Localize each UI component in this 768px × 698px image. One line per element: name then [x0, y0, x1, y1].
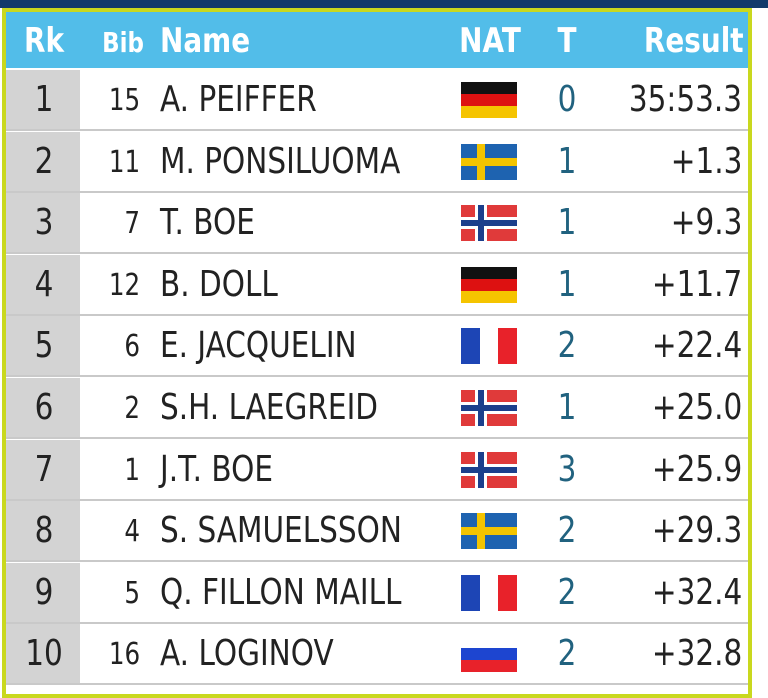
header-row: [6, 12, 750, 68]
result: +25.0: [651, 387, 742, 428]
rank-background: [6, 193, 80, 253]
bib: 16: [108, 637, 140, 673]
penalties: 2: [557, 325, 577, 367]
result-row: 2 11 M. PONSILUOMA 1 +1.3: [6, 131, 750, 193]
result-row: 5 6 E. JACQUELIN 2 +22.4: [6, 316, 750, 378]
penalties: 2: [557, 571, 577, 613]
penalties: 2: [557, 510, 577, 552]
name: S.H. LAEGREID: [160, 387, 379, 428]
rank-background: [6, 131, 80, 191]
rank-background: [6, 254, 80, 314]
rank-background: [6, 501, 80, 561]
rank-background: [6, 562, 80, 622]
flag: [461, 205, 517, 242]
name: A. PEIFFER: [160, 79, 317, 120]
rank: 6: [34, 387, 54, 428]
rank: 8: [34, 510, 54, 552]
column-header: NAT: [459, 21, 521, 61]
rank-background: [6, 624, 80, 684]
flag: [461, 266, 517, 303]
rank-background: [6, 316, 80, 376]
column-header: Name: [160, 21, 251, 61]
column-header: Bib: [102, 26, 144, 59]
rank: 4: [34, 263, 54, 305]
rank: 10: [25, 633, 63, 675]
rank: 9: [34, 571, 54, 613]
result: +32.8: [651, 633, 742, 675]
bib: 2: [124, 391, 140, 426]
bib: 5: [124, 575, 140, 611]
result-row: 3 7 T. BOE 1 +9.3: [6, 193, 750, 255]
rank: 5: [34, 325, 54, 367]
result-row: 6 2 S.H. LAEGREID 1 +25.0: [6, 378, 750, 439]
penalties: 1: [557, 140, 577, 182]
rank: 3: [34, 202, 54, 244]
result: +11.7: [651, 263, 742, 305]
bib: 12: [108, 267, 140, 303]
result-row: 10 16 A. LOGINOV 2 +32.8: [6, 624, 750, 686]
column-header: T: [557, 21, 577, 61]
column-header: Rk: [23, 21, 65, 61]
bib: 7: [124, 206, 140, 242]
result-row: 9 5 Q. FILLON MAILL 2 +32.4: [6, 562, 750, 624]
result: +29.3: [651, 510, 742, 552]
frame: [2, 8, 752, 698]
flag: [461, 82, 517, 118]
penalties: 1: [557, 387, 577, 428]
result: +32.4: [651, 571, 742, 613]
bib: 4: [124, 514, 140, 550]
result: +9.3: [670, 202, 742, 244]
rank: 7: [34, 448, 54, 490]
rank-background: [6, 378, 80, 437]
flag: [461, 143, 517, 180]
name: Q. FILLON MAILL: [160, 571, 402, 613]
bib: 15: [108, 83, 140, 118]
rank: 2: [34, 140, 54, 182]
result: 35:53.3: [628, 79, 742, 120]
flag: [461, 328, 517, 365]
result: +25.9: [651, 448, 742, 490]
penalties: 1: [557, 263, 577, 305]
flag: [461, 636, 517, 673]
penalties: 1: [557, 202, 577, 244]
result: +22.4: [651, 325, 742, 367]
name: M. PONSILUOMA: [160, 140, 401, 182]
rank-background: [6, 70, 80, 129]
name: T. BOE: [160, 202, 255, 244]
result-row: 4 12 B. DOLL 1 +11.7: [6, 254, 750, 316]
column-header: Result: [644, 21, 744, 61]
flag: [461, 390, 517, 426]
bib: 11: [108, 144, 140, 180]
bib: 6: [124, 329, 140, 365]
flag: [461, 574, 517, 611]
penalties: 3: [557, 448, 577, 490]
result-row: 1 15 A. PEIFFER 0 35:53.3: [6, 70, 750, 131]
result-row: 7 1 J.T. BOE 3 +25.9: [6, 439, 750, 501]
result: +1.3: [670, 140, 742, 182]
name: E. JACQUELIN: [160, 325, 357, 367]
name: S. SAMUELSSON: [160, 510, 402, 552]
name: A. LOGINOV: [160, 633, 334, 675]
bib: 1: [124, 452, 140, 488]
name: B. DOLL: [160, 263, 278, 305]
flag: [461, 451, 517, 488]
flag: [461, 513, 517, 550]
penalties: 2: [557, 633, 577, 675]
result-row: 8 4 S. SAMUELSSON 2 +29.3: [6, 501, 750, 563]
top-strip: [0, 0, 768, 8]
rank-background: [6, 439, 80, 499]
rank: 1: [34, 79, 54, 120]
name: J.T. BOE: [160, 448, 274, 490]
penalties: 0: [557, 79, 577, 120]
